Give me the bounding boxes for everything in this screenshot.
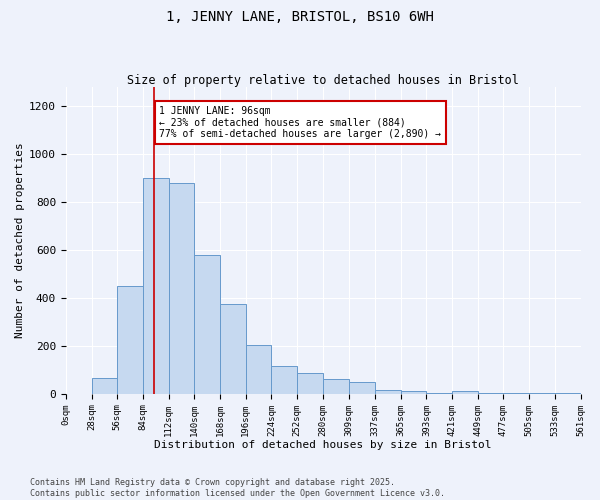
- Text: 1 JENNY LANE: 96sqm
← 23% of detached houses are smaller (884)
77% of semi-detac: 1 JENNY LANE: 96sqm ← 23% of detached ho…: [160, 106, 442, 140]
- Bar: [143, 178, 169, 394]
- Bar: [297, 374, 323, 394]
- Bar: [323, 380, 349, 394]
- Bar: [452, 392, 478, 394]
- Bar: [245, 344, 271, 394]
- Bar: [92, 378, 117, 394]
- Bar: [478, 392, 503, 394]
- Bar: [349, 382, 375, 394]
- Text: Contains HM Land Registry data © Crown copyright and database right 2025.
Contai: Contains HM Land Registry data © Crown c…: [30, 478, 445, 498]
- Y-axis label: Number of detached properties: Number of detached properties: [15, 142, 25, 338]
- X-axis label: Distribution of detached houses by size in Bristol: Distribution of detached houses by size …: [154, 440, 492, 450]
- Text: 1, JENNY LANE, BRISTOL, BS10 6WH: 1, JENNY LANE, BRISTOL, BS10 6WH: [166, 10, 434, 24]
- Bar: [375, 390, 401, 394]
- Bar: [401, 392, 427, 394]
- Bar: [427, 392, 452, 394]
- Bar: [117, 286, 143, 394]
- Title: Size of property relative to detached houses in Bristol: Size of property relative to detached ho…: [127, 74, 519, 87]
- Bar: [169, 183, 194, 394]
- Bar: [194, 255, 220, 394]
- Bar: [271, 366, 297, 394]
- Bar: [220, 304, 245, 394]
